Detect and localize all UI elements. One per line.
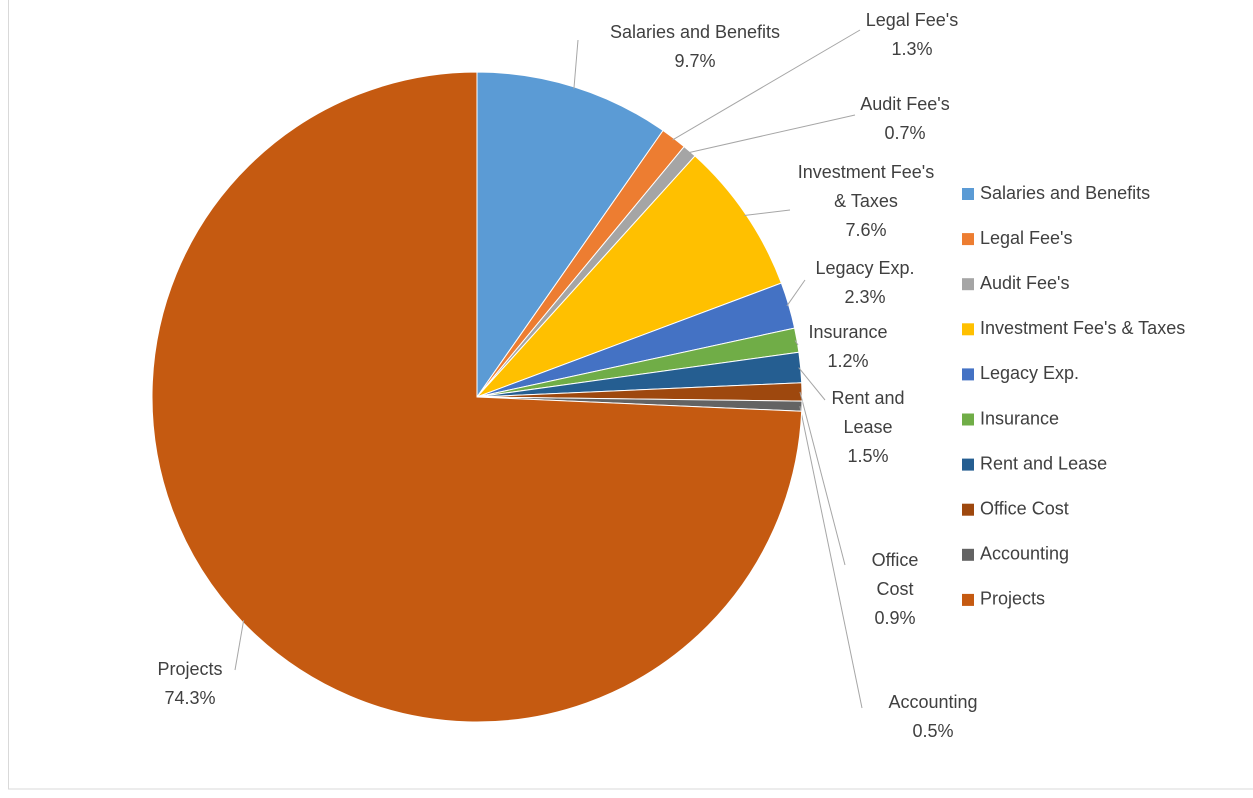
leader-line: [799, 406, 863, 709]
data-label-box: Investment Fee's & Taxes 7.6%: [791, 158, 941, 245]
legend-swatch: [962, 323, 974, 336]
leader-line: [798, 367, 826, 401]
data-label-box: Office Cost 0.9%: [860, 546, 930, 633]
data-label: Investment Fee's & Taxes 7.6%: [791, 158, 941, 245]
label-value: 9.7%: [674, 51, 716, 71]
legend-swatch: [962, 413, 974, 426]
leader-line: [744, 209, 791, 216]
label-name: Legacy Exp.: [815, 258, 915, 278]
pie-slice: [151, 71, 803, 723]
legend-label: Legal Fee's: [980, 228, 1073, 248]
legend-swatch: [962, 278, 974, 291]
label-name: Insurance: [808, 322, 888, 342]
legend-label: Audit Fee's: [980, 273, 1069, 293]
data-label: Insurance 1.2%: [793, 318, 903, 376]
data-label: Projects 74.3%: [130, 655, 250, 713]
data-label: Accounting 0.5%: [853, 688, 1013, 746]
data-label-box: Audit Fee's 0.7%: [805, 90, 1005, 148]
data-label: Office Cost 0.9%: [860, 546, 930, 633]
label-value: 0.7%: [884, 123, 926, 143]
legend-swatch: [962, 233, 974, 246]
data-label: Salaries and Benefits 9.7%: [565, 18, 825, 76]
data-label-box: Legal Fee's 1.3%: [812, 6, 1012, 64]
label-value: 1.5%: [847, 446, 889, 466]
data-label: Legal Fee's 1.3%: [812, 6, 1012, 64]
data-label-box: Legacy Exp. 2.3%: [795, 254, 935, 312]
label-name: Audit Fee's: [860, 94, 950, 114]
legend-label: Accounting: [980, 544, 1069, 564]
label-name: Accounting: [888, 692, 978, 712]
label-value: 1.2%: [827, 351, 869, 371]
leader-line: [786, 279, 806, 307]
legend-swatch: [962, 593, 974, 606]
legend-swatch: [962, 503, 974, 516]
label-name: Rent and Lease: [831, 388, 905, 437]
legend-swatch: [962, 548, 974, 561]
data-label: Legacy Exp. 2.3%: [795, 254, 935, 312]
data-label-box: Insurance 1.2%: [793, 318, 903, 376]
legend-label: Office Cost: [980, 498, 1069, 518]
label-value: 2.3%: [844, 287, 886, 307]
label-name: Office Cost: [871, 550, 919, 599]
legend-swatch: [962, 188, 974, 200]
label-name: Projects: [157, 659, 223, 679]
leader-line: [573, 39, 579, 89]
pie-slice: [476, 155, 783, 398]
data-label: Audit Fee's 0.7%: [805, 90, 1005, 148]
label-value: 0.5%: [912, 721, 954, 741]
legend-swatch: [962, 368, 974, 381]
label-value: 0.9%: [874, 608, 916, 628]
legend-swatch: [962, 458, 974, 471]
legend-label: Salaries and Benefits: [980, 183, 1150, 203]
data-label: Rent and Lease 1.5%: [818, 384, 918, 471]
legend-label: Investment Fee's & Taxes: [980, 318, 1185, 338]
label-name: Salaries and Benefits: [609, 22, 781, 42]
leader-line: [799, 391, 846, 566]
label-name: Legal Fee's: [865, 10, 959, 30]
data-label-box: Rent and Lease 1.5%: [818, 384, 918, 471]
leader-line: [234, 620, 245, 671]
label-value: 74.3%: [164, 688, 216, 708]
legend-label: Insurance: [980, 408, 1059, 428]
chart-frame: [8, 0, 1253, 790]
data-label-box: Accounting 0.5%: [853, 688, 1013, 746]
label-name: Investment Fee's & Taxes: [797, 162, 935, 211]
label-value: 7.6%: [845, 220, 887, 240]
legend-label: Legacy Exp.: [980, 363, 1079, 383]
leader-line: [672, 29, 861, 141]
legend-label: Projects: [980, 589, 1045, 609]
leader-line: [794, 340, 799, 346]
data-label-box: Projects 74.3%: [130, 655, 250, 713]
legend-label: Rent and Lease: [980, 453, 1107, 473]
data-label-box: Salaries and Benefits 9.7%: [565, 18, 825, 76]
label-value: 1.3%: [891, 39, 933, 59]
leader-line: [688, 114, 856, 154]
